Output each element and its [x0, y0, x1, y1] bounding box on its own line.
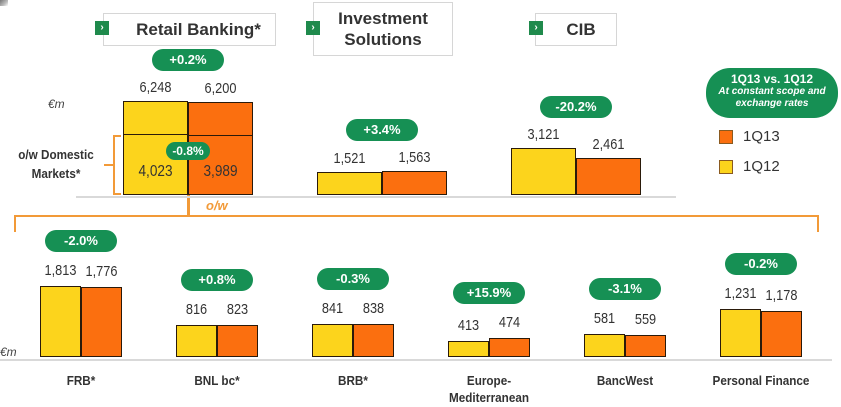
- bar-1q13: [576, 157, 641, 195]
- domestic-bracket-top: [113, 135, 121, 137]
- legend-item-1q13: 1Q13: [719, 128, 780, 145]
- chevron-right-icon: ›: [95, 21, 109, 35]
- category-label-line: FRB*: [66, 373, 96, 388]
- header-investment-line2: Solutions: [344, 30, 422, 49]
- bar-1q12: [317, 172, 382, 195]
- value-label-1q13: 474: [498, 314, 521, 332]
- value-label-1q12: 6,248: [139, 79, 172, 96]
- ow-connector: [187, 194, 190, 216]
- category-label-line: BRB*: [338, 373, 368, 388]
- legend-label-1q13: 1Q13: [743, 128, 780, 145]
- header-retail-label: Retail Banking*: [136, 20, 261, 39]
- change-badge: -0.2%: [725, 252, 797, 275]
- domestic-bracket-bottom: [113, 193, 121, 195]
- legend-label-1q12: 1Q12: [743, 158, 780, 175]
- category-label-line: BancWest: [596, 373, 654, 388]
- legend-title: 1Q13 vs. 1Q12: [730, 72, 814, 86]
- value-label-1q12: 841: [321, 300, 344, 318]
- domestic-markets-label: o/w Domestic Markets*: [9, 145, 103, 183]
- unit-label-top: €m: [48, 97, 65, 111]
- category-label: Europe- Mediterranean: [426, 372, 552, 406]
- ow-label: o/w: [206, 198, 228, 213]
- bar-1q13: [81, 287, 122, 357]
- header-retail-banking: Retail Banking*: [103, 13, 276, 46]
- category-label: FRB*: [18, 372, 144, 389]
- unit-label-bottom: €m: [0, 345, 17, 359]
- bar-1q13: [489, 338, 530, 357]
- ow-bracket-left: [14, 215, 16, 232]
- bar-1q12: [584, 334, 625, 357]
- bar-1q12: [176, 325, 217, 357]
- value-label-1q12: 581: [593, 310, 616, 328]
- category-label-line: Mediterranean: [449, 390, 529, 405]
- category-label-line: Europe-: [466, 373, 512, 388]
- bar-1q12: [511, 148, 576, 195]
- header-cib-label: CIB: [566, 20, 596, 39]
- change-badge: +3.4%: [346, 119, 418, 142]
- change-badge: -0.3%: [317, 268, 389, 291]
- domestic-value-1q13: 3,989: [203, 163, 238, 180]
- bar-1q12: [720, 308, 761, 357]
- change-badge: -2.0%: [45, 230, 117, 252]
- comparison-legend-badge: 1Q13 vs. 1Q12 At constant scope and exch…: [706, 68, 838, 118]
- chevron-right-icon: ›: [529, 21, 543, 35]
- value-label-1q13: 1,178: [765, 286, 798, 304]
- category-label: BancWest: [562, 372, 688, 389]
- domestic-line1: o/w Domestic: [18, 147, 94, 162]
- domestic-value-1q12: 4,023: [138, 163, 173, 180]
- bar-1q13: [761, 310, 802, 357]
- value-label-1q13: 1,563: [398, 149, 431, 167]
- legend-subtitle-2: exchange rates: [735, 98, 809, 109]
- value-label-1q13: 838: [362, 300, 385, 318]
- bar-1q12: [40, 286, 81, 357]
- bar-1q13: [353, 324, 394, 357]
- value-label-1q12: 1,521: [333, 150, 366, 168]
- value-label-1q13: 2,461: [592, 135, 625, 153]
- category-label: BNL bc*: [154, 372, 280, 389]
- legend-swatch-1q12: [719, 159, 733, 174]
- change-badge: -3.1%: [589, 278, 661, 301]
- value-label-1q12: 816: [185, 301, 208, 319]
- ow-bracket-horizontal: [14, 215, 819, 217]
- chevron-right-icon: ›: [306, 21, 320, 35]
- header-investment-line1: Investment: [338, 9, 428, 28]
- category-label-line: Personal Finance: [712, 373, 810, 388]
- corner-decoration: [0, 0, 8, 6]
- value-label-1q13: 6,200: [204, 79, 237, 97]
- legend-item-1q12: 1Q12: [719, 158, 780, 175]
- domestic-change-badge: -0.8%: [166, 142, 210, 160]
- domestic-bracket-tick: [104, 164, 113, 166]
- change-badge: +0.2%: [152, 49, 224, 71]
- legend-swatch-1q13: [719, 129, 733, 144]
- bottom-axis-baseline: [0, 359, 832, 361]
- bar-1q12: [448, 340, 489, 357]
- domestic-line2: Markets*: [31, 166, 81, 181]
- header-cib: CIB: [535, 13, 617, 46]
- header-investment-solutions: Investment Solutions: [313, 2, 453, 56]
- category-label-line: BNL bc*: [194, 373, 240, 388]
- change-badge: +15.9%: [453, 282, 525, 305]
- bar-1q13: [382, 171, 447, 195]
- bar-1q12: [312, 324, 353, 357]
- legend-subtitle-1: At constant scope and: [718, 86, 826, 97]
- domestic-bracket: [113, 135, 115, 195]
- value-label-1q13: 1,776: [85, 263, 118, 281]
- ow-bracket-right: [817, 215, 819, 232]
- value-label-1q12: 413: [457, 316, 480, 334]
- value-label-1q13: 823: [226, 300, 249, 318]
- bar-1q13: [217, 324, 258, 357]
- value-label-1q12: 1,231: [724, 284, 757, 302]
- value-label-1q12: 1,813: [44, 262, 77, 279]
- change-badge: +0.8%: [181, 268, 253, 291]
- category-label: Personal Finance: [698, 372, 824, 389]
- change-badge: -20.2%: [540, 96, 612, 119]
- top-axis-baseline: [76, 196, 676, 198]
- category-label: BRB*: [290, 372, 416, 389]
- value-label-1q13: 559: [634, 311, 657, 329]
- value-label-1q12: 3,121: [527, 126, 560, 144]
- bar-1q13: [625, 335, 666, 357]
